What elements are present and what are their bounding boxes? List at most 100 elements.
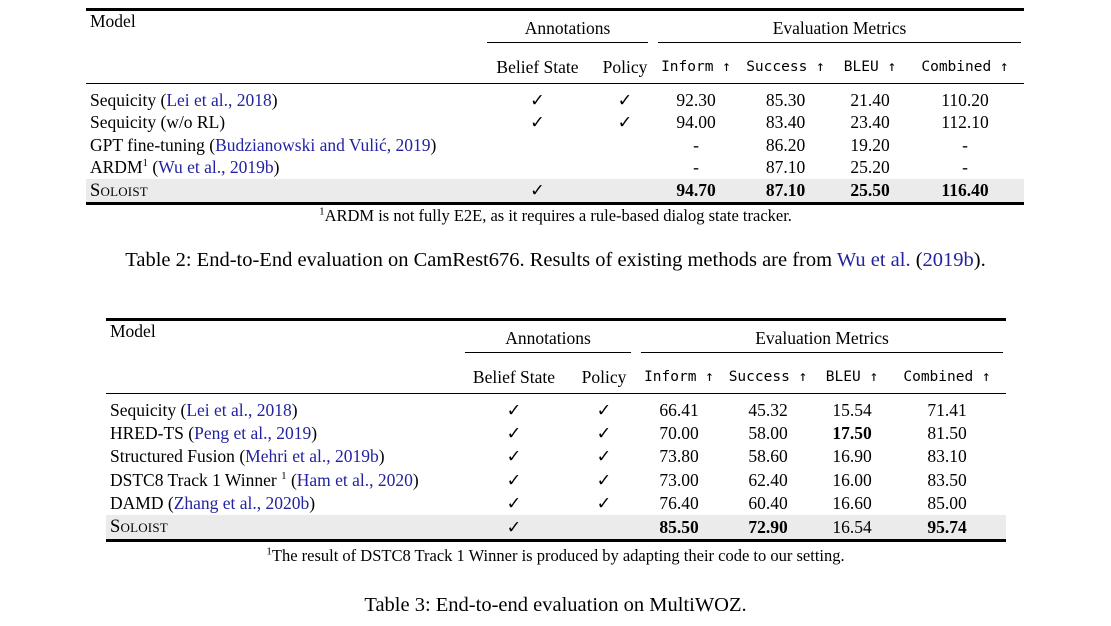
bleu-value: 16.90	[832, 446, 872, 467]
annotations-group-header: Annotations	[458, 320, 638, 362]
model-name: Structured Fusion	[110, 446, 235, 467]
combined-value: 112.10	[941, 112, 989, 133]
belief-state-check: ✓	[480, 178, 595, 204]
paren-open: (	[286, 469, 297, 490]
success-header: Success ↑	[737, 51, 834, 84]
policy-check	[595, 156, 655, 178]
success-value: 87.10	[737, 178, 834, 204]
caption-text-end: ).	[973, 249, 986, 271]
citation-link[interactable]: Peng et al., 2019	[194, 423, 312, 444]
paren-close: )	[412, 469, 419, 490]
paren-open: (	[234, 446, 246, 467]
citation-link[interactable]: Lei et al., 2018	[186, 400, 292, 420]
inform-value: 73.00	[659, 469, 699, 490]
belief-state-check	[480, 156, 595, 178]
policy-check	[595, 178, 655, 204]
bleu-value: 25.50	[834, 178, 906, 204]
inform-value: -	[693, 134, 699, 155]
model-name: Soloist	[90, 180, 148, 201]
belief-state-check: ✓	[506, 492, 522, 513]
bleu-value: 19.20	[850, 134, 890, 155]
model-cell: DAMD (Zhang et al., 2020b)	[106, 492, 458, 515]
belief-state-check: ✓	[506, 446, 522, 467]
citation-link[interactable]: Wu et al.	[836, 249, 911, 271]
paren-open: (	[163, 492, 174, 513]
policy-check: ✓	[596, 469, 612, 490]
belief-state-check: ✓	[530, 112, 545, 133]
belief-state-check: ✓	[506, 469, 522, 490]
model-column-header: Model	[86, 9, 480, 84]
paren-open: (	[176, 400, 187, 420]
combined-header: Combined ↑	[906, 51, 1025, 84]
table-row-ardm: ARDM1 (Wu et al., 2019b) - 87.10 25.20 -	[86, 156, 1024, 178]
belief-state-check: ✓	[458, 515, 570, 541]
inform-value: 66.41	[659, 400, 699, 420]
paren-close: )	[309, 492, 316, 513]
caption-text: Table 2: End-to-End evaluation on CamRes…	[125, 249, 837, 271]
inform-value: -	[693, 157, 699, 178]
citation-link[interactable]: Mehri et al., 2019b	[245, 446, 379, 467]
table3-caption: Table 3: End-to-end evaluation on MultiW…	[0, 594, 1111, 617]
bleu-value: 16.60	[832, 492, 872, 513]
belief-state-check: ✓	[506, 423, 522, 444]
table3-footnote: 1The result of DSTC8 Track 1 Winner is p…	[0, 546, 1111, 566]
inform-header: Inform ↑	[655, 51, 737, 84]
model-name: DSTC8 Track 1 Winner	[110, 469, 282, 490]
inform-value: 94.70	[655, 178, 737, 204]
model-cell: Soloist	[86, 178, 480, 204]
model-name: DAMD	[110, 492, 164, 513]
combined-value: 85.00	[927, 492, 967, 513]
combined-value: -	[962, 134, 968, 155]
combined-value: 71.41	[927, 400, 967, 420]
paren-open: (	[910, 249, 923, 271]
model-cell: Structured Fusion (Mehri et al., 2019b)	[106, 445, 458, 468]
paren-open: (	[148, 157, 159, 178]
success-value: 87.10	[765, 157, 806, 178]
combined-value: 95.74	[888, 515, 1007, 541]
inform-value: 92.30	[676, 90, 716, 110]
success-header: Success ↑	[720, 361, 816, 394]
citation-link[interactable]: Lei et al., 2018	[166, 90, 272, 110]
paren-close: )	[291, 400, 298, 420]
model-name: Sequicity	[110, 400, 177, 420]
citation-link[interactable]: Ham et al., 2020	[296, 469, 413, 490]
model-name: Soloist	[110, 517, 168, 538]
citation-link[interactable]: Budzianowski and Vulić, 2019	[215, 134, 431, 155]
model-cell: Sequicity (Lei et al., 2018)	[86, 84, 480, 112]
inform-value: 70.00	[659, 423, 699, 444]
citation-year-link[interactable]: 2019b	[922, 249, 974, 271]
inform-header: Inform ↑	[638, 361, 720, 394]
model-name: Sequicity (w/o RL)	[90, 112, 226, 133]
paren-close: )	[273, 157, 280, 178]
table2-caption: Table 2: End-to-End evaluation on CamRes…	[0, 249, 1111, 272]
success-value: 60.40	[748, 492, 788, 513]
table-row-soloist: Soloist ✓ 94.70 87.10 25.50 116.40	[86, 178, 1025, 204]
combined-value: 83.50	[927, 469, 967, 490]
footnote-marker: 1	[266, 545, 272, 558]
column-header-row: Belief State Policy Inform ↑ Success ↑ B…	[106, 361, 1007, 394]
policy-check: ✓	[596, 423, 612, 444]
inform-value: 76.40	[659, 492, 699, 513]
citation-link[interactable]: Zhang et al., 2020b	[173, 492, 310, 513]
metrics-group-header: Evaluation Metrics	[655, 10, 1024, 52]
combined-value: 81.50	[927, 423, 967, 444]
combined-value: -	[962, 157, 968, 178]
metrics-label: Evaluation Metrics	[755, 328, 889, 348]
success-value: 72.90	[720, 515, 816, 541]
citation-link[interactable]: Wu et al., 2019b	[158, 157, 274, 178]
model-cell: ARDM1 (Wu et al., 2019b)	[86, 156, 480, 178]
paren-close: )	[378, 446, 385, 467]
model-name: GPT fine-tuning	[90, 134, 205, 155]
combined-value: 116.40	[906, 178, 1025, 204]
results-table-camrest676: Model Annotations Evaluation Metrics Bel…	[86, 8, 1025, 206]
belief-state-header: Belief State	[480, 51, 595, 84]
footnote-marker: 1	[319, 205, 325, 218]
policy-header: Policy	[570, 361, 638, 394]
success-value: 58.60	[748, 446, 788, 467]
policy-check: ✓	[596, 400, 612, 420]
table-row-damd: DAMD (Zhang et al., 2020b) ✓ ✓ 76.40 60.…	[106, 492, 1006, 515]
paren-close: )	[271, 90, 278, 110]
policy-check	[595, 134, 655, 156]
belief-state-header: Belief State	[458, 361, 570, 394]
